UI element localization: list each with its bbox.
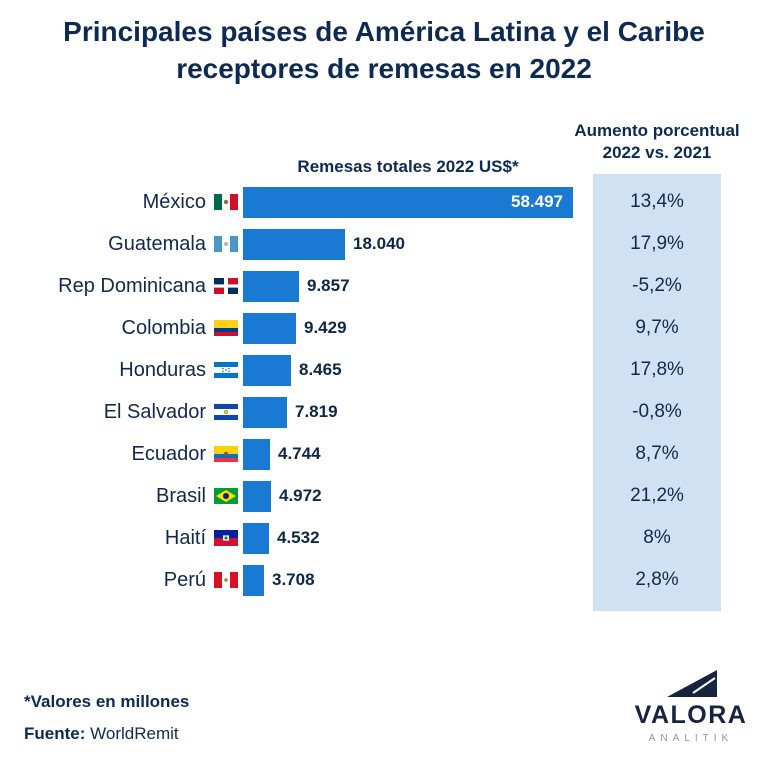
remittances-column-header: Remesas totales 2022 US$*	[297, 157, 519, 176]
flag-el-salvador-icon	[214, 404, 238, 420]
flag-haiti-icon	[214, 530, 238, 546]
source-line: Fuente: WorldRemit	[24, 724, 179, 744]
percent-change-value: -0,8%	[632, 401, 682, 422]
percent-change-value: 21,2%	[630, 485, 684, 506]
page-title-line1: Principales países de América Latina y e…	[63, 16, 705, 47]
flag-colombia-icon	[214, 320, 238, 336]
flag-ecuador-icon	[214, 446, 238, 462]
page-title: Principales países de América Latina y e…	[0, 14, 768, 88]
percent-change-value: 17,8%	[630, 359, 684, 380]
country-label: Perú	[163, 568, 206, 591]
percent-change-header-line1: Aumento porcentual	[574, 121, 740, 140]
bar-value-label: 3.708	[272, 570, 315, 589]
values-footnote: *Valores en millones	[24, 692, 190, 711]
percent-change-column-header: Aumento porcentual 2022 vs. 2021	[567, 120, 747, 164]
flag-mexico-icon	[214, 194, 238, 210]
remittance-bar	[243, 480, 271, 512]
valora-sail-icon	[667, 670, 717, 697]
source-label: Fuente:	[24, 724, 86, 743]
remittance-bar	[243, 228, 345, 260]
country-row: Honduras 8.465 17,8%	[0, 349, 768, 391]
remittance-bar	[243, 312, 296, 344]
country-label: Haití	[164, 526, 206, 549]
country-row: Ecuador 4.744 8,7%	[0, 433, 768, 475]
percent-change-value: 8%	[643, 527, 671, 548]
bar-value-label: 58.497	[511, 192, 563, 211]
country-label: Brasil	[155, 484, 206, 507]
percent-change-value: 8,7%	[635, 443, 679, 464]
bar-chart-rows: México 58.497 13,4% Guatemala 18.040 17,9% Rep…	[0, 181, 768, 601]
percent-change-header-line2: 2022 vs. 2021	[602, 143, 712, 163]
country-label: El Salvador	[103, 400, 206, 423]
valora-logo-subtitle: ANALITIK	[648, 732, 734, 744]
percent-change-value: 9,7%	[635, 317, 679, 338]
remittance-bar	[243, 522, 269, 554]
percent-change-value: -5,2%	[632, 275, 682, 296]
bar-value-label: 4.744	[278, 444, 321, 463]
bar-value-label: 7.819	[295, 402, 338, 421]
flag-peru-icon	[214, 572, 238, 588]
country-row: Rep Dominicana 9.857 -5,2%	[0, 265, 768, 307]
source-value: WorldRemit	[90, 724, 179, 743]
flag-brazil-icon	[214, 488, 238, 504]
bar-value-label: 4.532	[277, 528, 320, 547]
country-label: Rep Dominicana	[58, 274, 206, 297]
bar-value-label: 18.040	[353, 234, 405, 253]
country-row: México 58.497 13,4%	[0, 181, 768, 223]
country-label: Colombia	[121, 316, 206, 339]
bar-value-label: 9.857	[307, 276, 350, 295]
percent-change-value: 13,4%	[630, 191, 684, 212]
country-row: Perú 3.708 2,8%	[0, 559, 768, 601]
flag-honduras-icon	[214, 362, 238, 378]
country-label: Guatemala	[108, 232, 206, 255]
country-row: Brasil 4.972 21,2%	[0, 475, 768, 517]
flag-dominican-republic-icon	[214, 278, 238, 294]
remittance-bar	[243, 396, 287, 428]
bar-value-label: 8.465	[299, 360, 342, 379]
bar-value-label: 9.429	[304, 318, 347, 337]
country-row: Colombia 9.429 9,7%	[0, 307, 768, 349]
country-row: Guatemala 18.040 17,9%	[0, 223, 768, 265]
remittance-bar: 58.497	[243, 186, 573, 218]
country-label: Ecuador	[131, 442, 207, 465]
country-row: Haití 4.532 8%	[0, 517, 768, 559]
country-label: México	[142, 190, 206, 213]
flag-guatemala-icon	[214, 236, 238, 252]
percent-change-value: 17,9%	[630, 233, 684, 254]
country-row: El Salvador 7.819 -0,8%	[0, 391, 768, 433]
percent-column-background	[593, 174, 721, 611]
remittance-bar	[243, 354, 291, 386]
bar-value-label: 4.972	[279, 486, 322, 505]
percent-change-value: 2,8%	[635, 569, 679, 590]
page-title-line2: receptores de remesas en 2022	[176, 52, 592, 84]
valora-logo-name: VALORA	[634, 701, 748, 729]
country-label: Honduras	[119, 358, 206, 381]
remittance-bar	[243, 270, 299, 302]
remittance-bar	[243, 564, 264, 596]
valora-logo: VALORA ANALITIK	[634, 668, 748, 744]
remittance-bar	[243, 438, 270, 470]
